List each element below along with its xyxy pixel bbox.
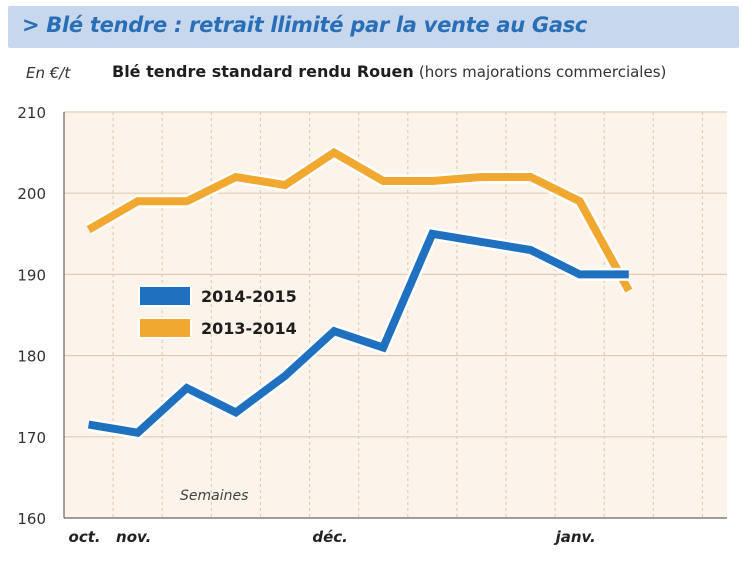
- x-axis-label: Semaines: [180, 488, 248, 504]
- y-tick-label: 190: [17, 266, 46, 284]
- series-line-2013-2014: [86, 147, 633, 293]
- legend-swatch: [138, 285, 192, 307]
- chart-subtitle-note: (hors majorations commerciales): [418, 63, 667, 81]
- series-line-2014-2015: [87, 229, 629, 437]
- x-tick-label: janv.: [554, 528, 596, 546]
- x-tick-label: oct.: [69, 528, 101, 546]
- y-tick-label: 210: [17, 104, 46, 122]
- legend-swatch: [138, 317, 192, 339]
- y-axis-unit-label: En €/t: [26, 64, 71, 82]
- series-lines: [85, 144, 635, 440]
- y-tick-label: 180: [17, 348, 46, 366]
- y-tick-label: 160: [17, 510, 46, 528]
- legend-label: 2013-2014: [201, 319, 297, 338]
- y-tick-label: 170: [17, 429, 46, 447]
- y-tick-label: 200: [17, 185, 46, 203]
- tick-labels: 160 170 180 190 200 210 oct. nov. déc. janv.: [17, 104, 595, 546]
- chart-subtitle: Blé tendre standard rendu Rouen (hors ma…: [112, 62, 666, 81]
- legend-label: 2014-2015: [201, 287, 297, 306]
- x-tick-label: déc.: [312, 528, 348, 546]
- axes: [63, 112, 727, 519]
- title-banner: > Blé tendre : retrait llimité par la ve…: [8, 6, 739, 48]
- legend: 2014-2015 2013-2014: [138, 285, 297, 339]
- x-tick-label: nov.: [116, 528, 151, 546]
- chart-title: > Blé tendre : retrait llimité par la ve…: [22, 13, 588, 37]
- chart-subtitle-main: Blé tendre standard rendu Rouen: [112, 62, 414, 81]
